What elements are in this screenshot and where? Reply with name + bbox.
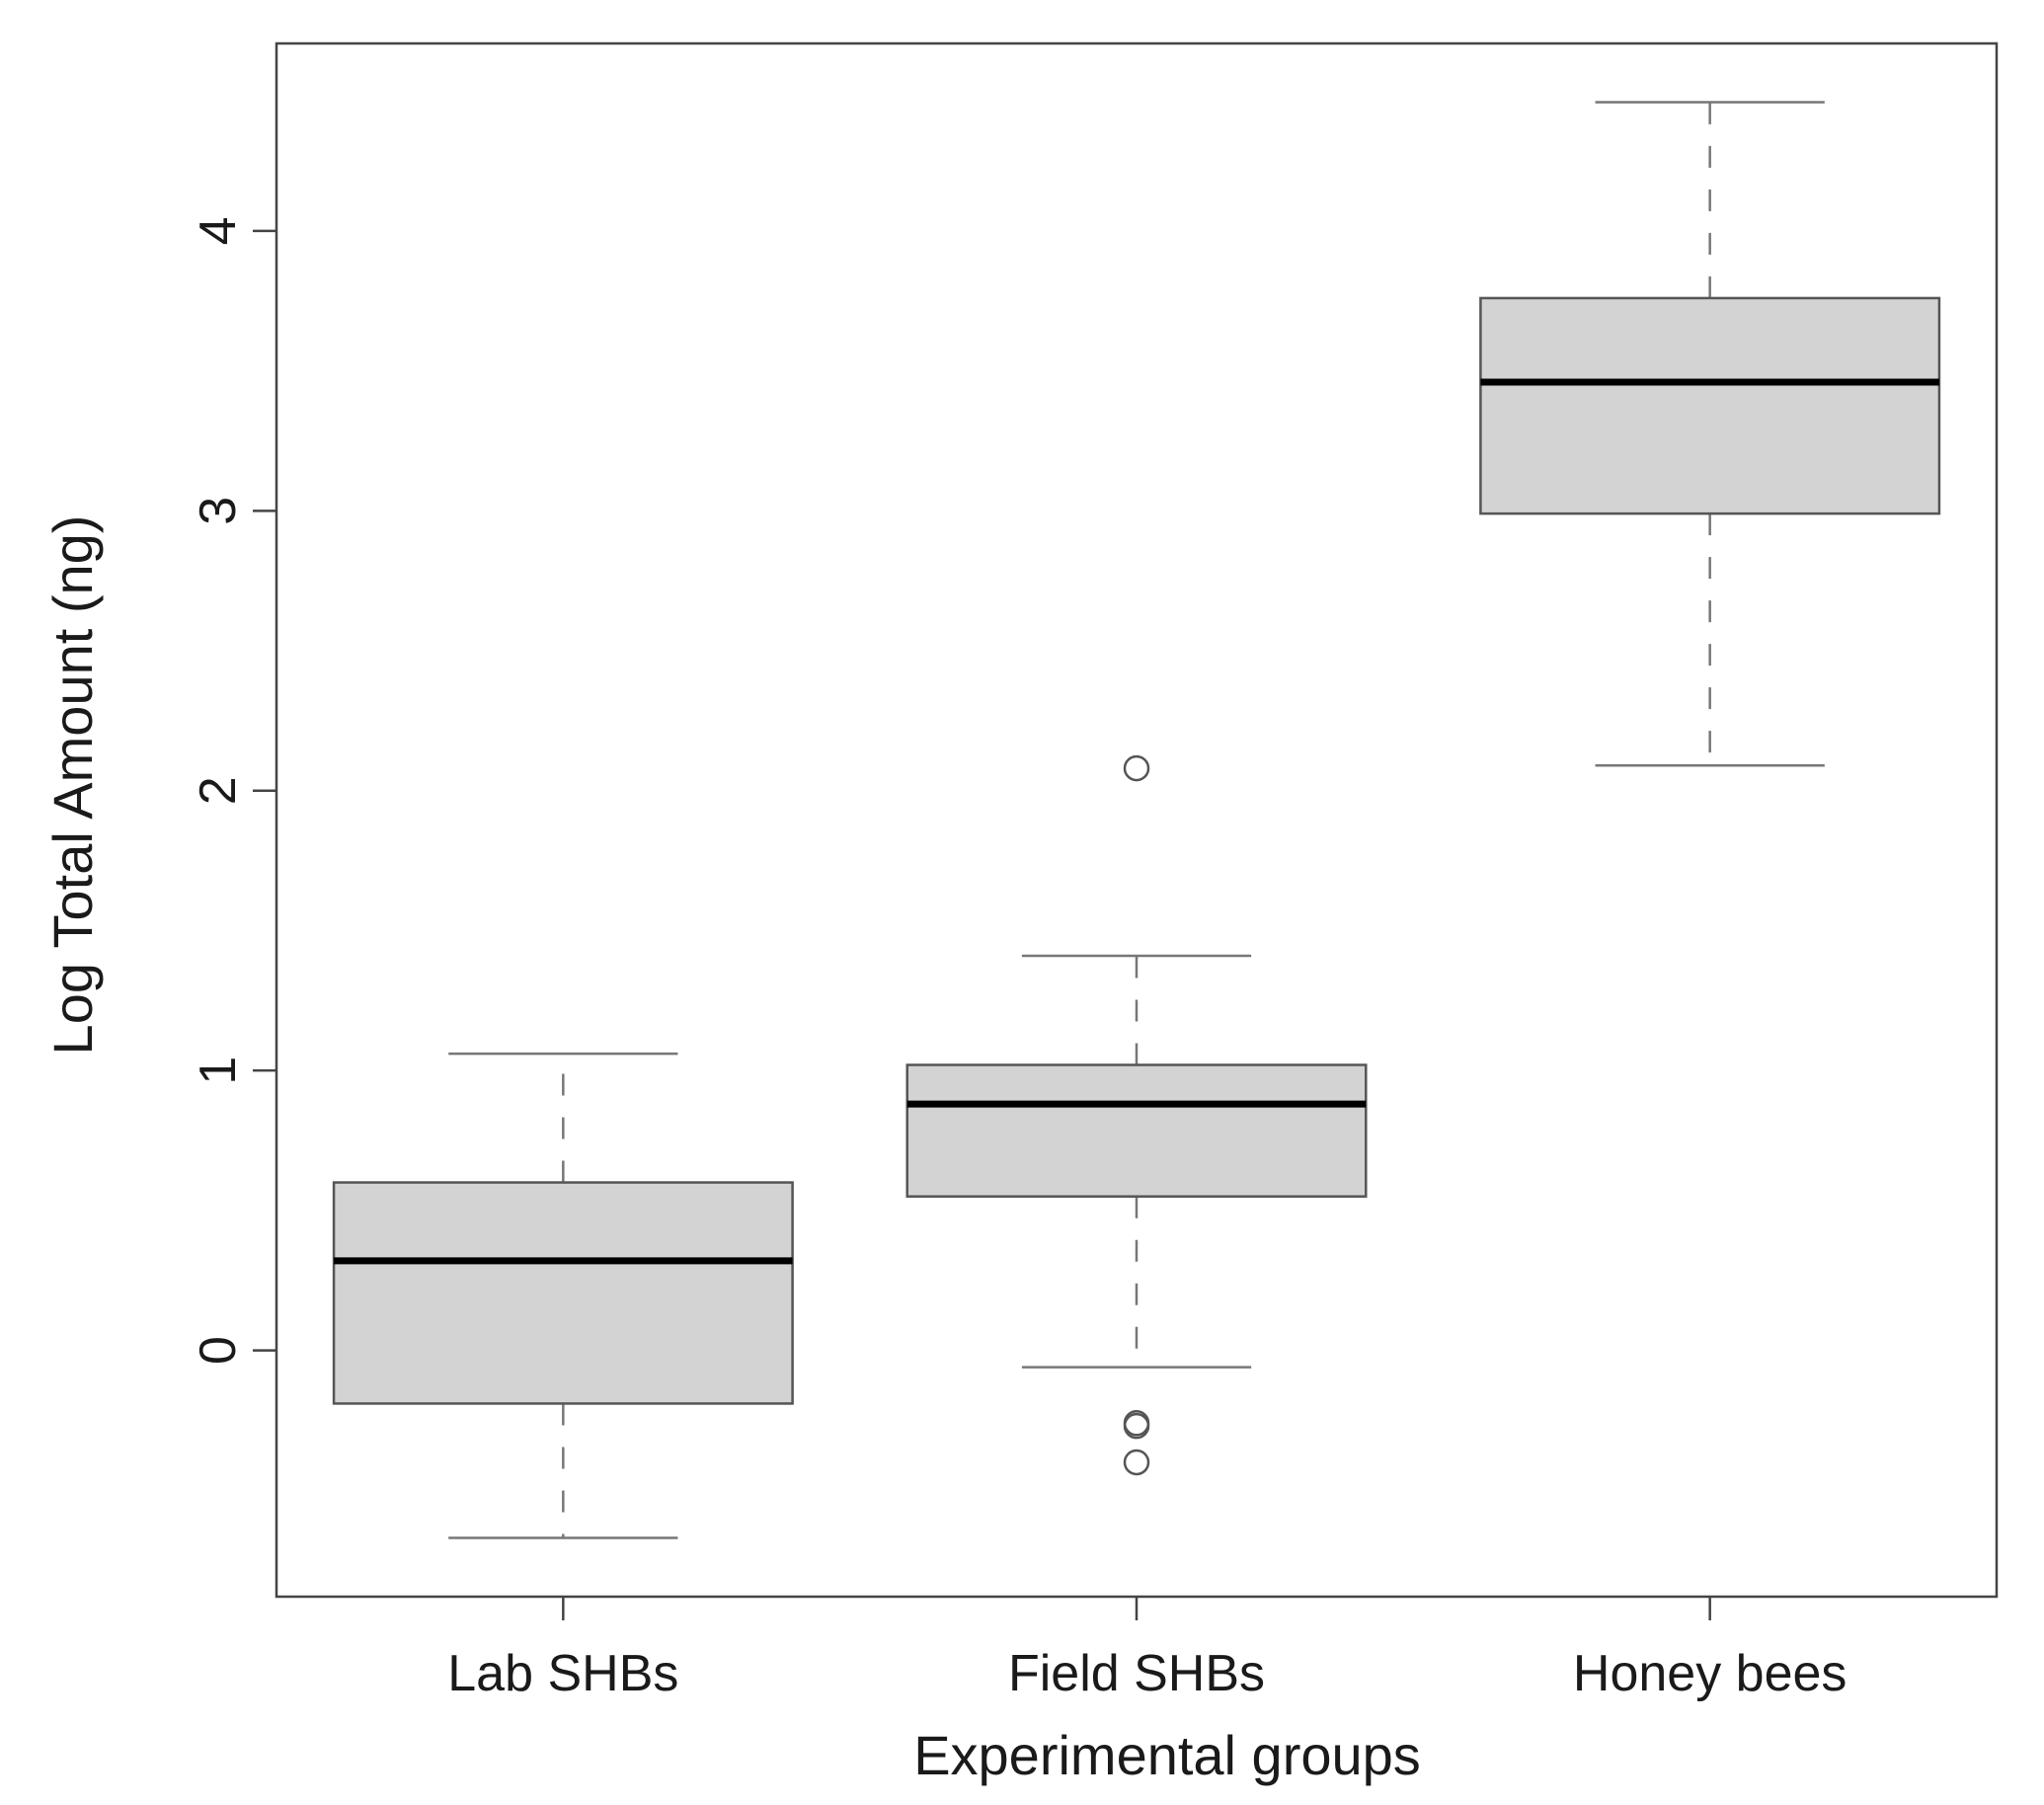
y-tick-label: 0 [190,1336,247,1365]
iqr-box [905,1063,1368,1198]
outlier-point [1123,1412,1150,1440]
iqr-box [332,1181,794,1405]
x-tick-label: Honey bees [1573,1645,1847,1702]
iqr-box [1479,296,1941,515]
plot-area: 0 1 2 3 4 Lab SHBs Field SHBs Honey bees [190,41,1999,1702]
y-axis-title: Log Total Amount (ng) [41,515,104,1056]
outlier-point [1123,1449,1150,1476]
x-tick-label: Field SHBs [1008,1645,1265,1702]
y-tick-label: 3 [190,497,247,525]
y-tick-label: 4 [190,216,247,245]
y-tick-label: 2 [190,776,247,805]
outlier-point [1123,754,1150,782]
y-tick-label: 1 [190,1057,247,1085]
x-axis-title: Experimental groups [913,1724,1421,1786]
x-tick-label: Lab SHBs [447,1645,678,1702]
